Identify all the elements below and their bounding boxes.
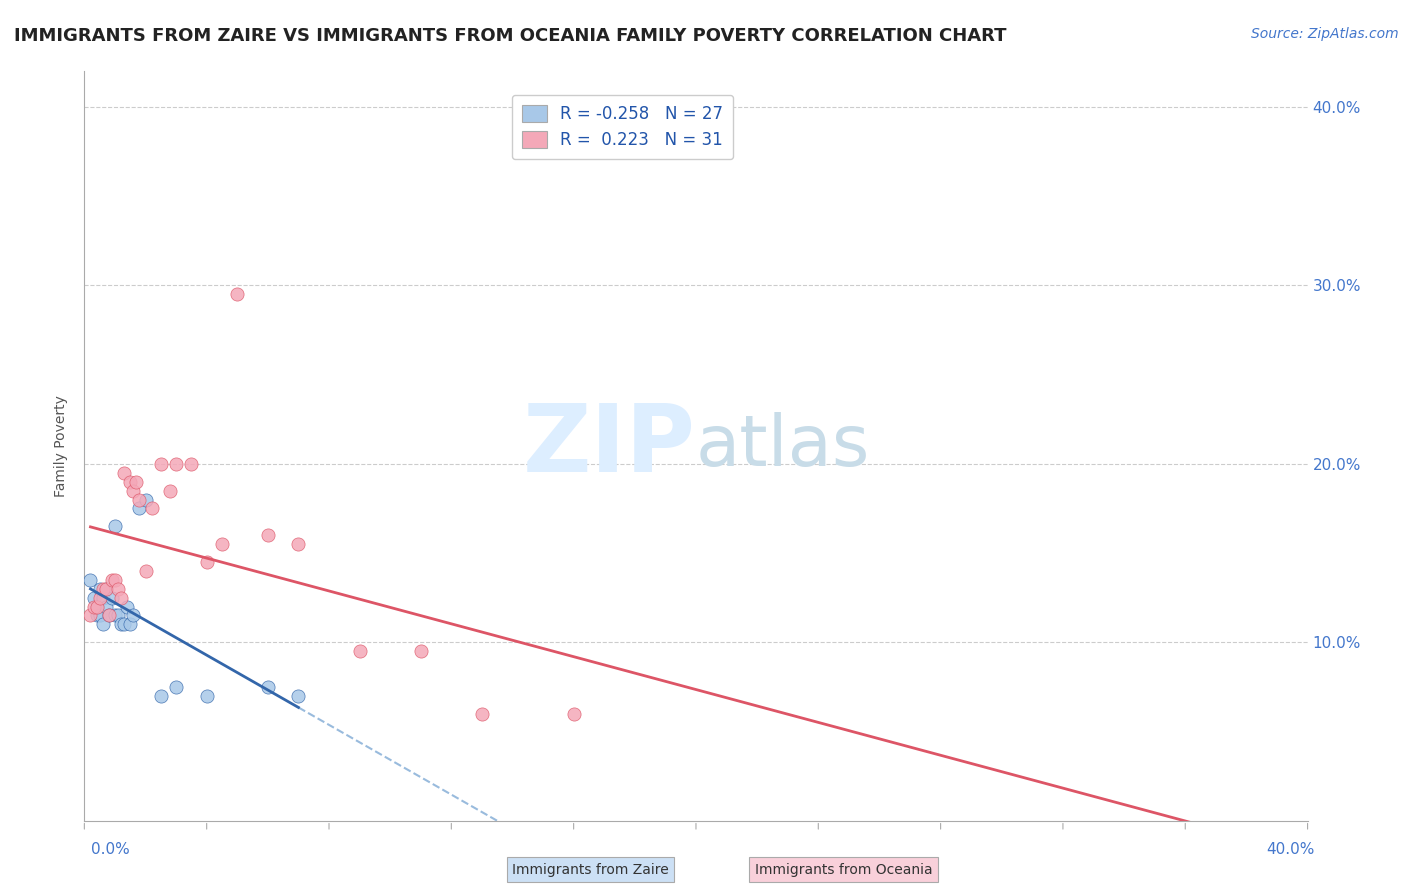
Point	[135, 492, 157, 507]
Point	[120, 475, 142, 489]
Point	[104, 519, 127, 533]
Point	[97, 608, 120, 623]
Point	[89, 582, 111, 596]
Point	[91, 617, 114, 632]
Point	[112, 617, 135, 632]
Point	[110, 591, 132, 605]
Point	[141, 501, 163, 516]
Point	[159, 483, 181, 498]
Point	[97, 608, 120, 623]
Point	[135, 564, 157, 578]
Point	[79, 573, 101, 587]
Point	[83, 591, 105, 605]
Point	[165, 680, 187, 694]
Point	[79, 608, 101, 623]
Point	[101, 573, 124, 587]
Y-axis label: Family Poverty: Family Poverty	[55, 395, 69, 497]
Point	[128, 492, 150, 507]
Point	[226, 287, 249, 301]
Point	[409, 644, 432, 658]
Point	[122, 608, 145, 623]
Point	[120, 617, 142, 632]
Point	[112, 466, 135, 480]
Point	[91, 591, 114, 605]
Point	[110, 617, 132, 632]
Text: 40.0%: 40.0%	[1267, 842, 1315, 857]
Point	[104, 573, 127, 587]
Point	[86, 608, 108, 623]
Point	[128, 501, 150, 516]
Point	[287, 689, 309, 703]
Point	[86, 599, 108, 614]
Text: Immigrants from Zaire: Immigrants from Zaire	[512, 863, 669, 877]
Point	[83, 599, 105, 614]
Point	[94, 582, 117, 596]
Point	[94, 582, 117, 596]
Point	[149, 457, 172, 471]
Point	[471, 706, 494, 721]
Point	[287, 537, 309, 551]
Text: Source: ZipAtlas.com: Source: ZipAtlas.com	[1251, 27, 1399, 41]
Point	[165, 457, 187, 471]
Point	[86, 599, 108, 614]
Text: IMMIGRANTS FROM ZAIRE VS IMMIGRANTS FROM OCEANIA FAMILY POVERTY CORRELATION CHAR: IMMIGRANTS FROM ZAIRE VS IMMIGRANTS FROM…	[14, 27, 1007, 45]
Point	[107, 582, 129, 596]
Point	[149, 689, 172, 703]
Point	[107, 608, 129, 623]
Point	[89, 591, 111, 605]
Point	[211, 537, 233, 551]
Point	[349, 644, 371, 658]
Point	[257, 680, 280, 694]
Point	[562, 706, 585, 721]
Text: Immigrants from Oceania: Immigrants from Oceania	[755, 863, 932, 877]
Point	[91, 582, 114, 596]
Point	[94, 599, 117, 614]
Point	[104, 608, 127, 623]
Point	[180, 457, 202, 471]
Point	[195, 689, 218, 703]
Legend: R = -0.258   N = 27, R =  0.223   N = 31: R = -0.258 N = 27, R = 0.223 N = 31	[512, 95, 734, 160]
Text: 0.0%: 0.0%	[91, 842, 131, 857]
Point	[195, 555, 218, 569]
Text: atlas: atlas	[696, 411, 870, 481]
Point	[125, 475, 148, 489]
Point	[115, 599, 138, 614]
Point	[89, 608, 111, 623]
Text: ZIP: ZIP	[523, 400, 696, 492]
Point	[257, 528, 280, 542]
Point	[122, 483, 145, 498]
Point	[101, 591, 124, 605]
